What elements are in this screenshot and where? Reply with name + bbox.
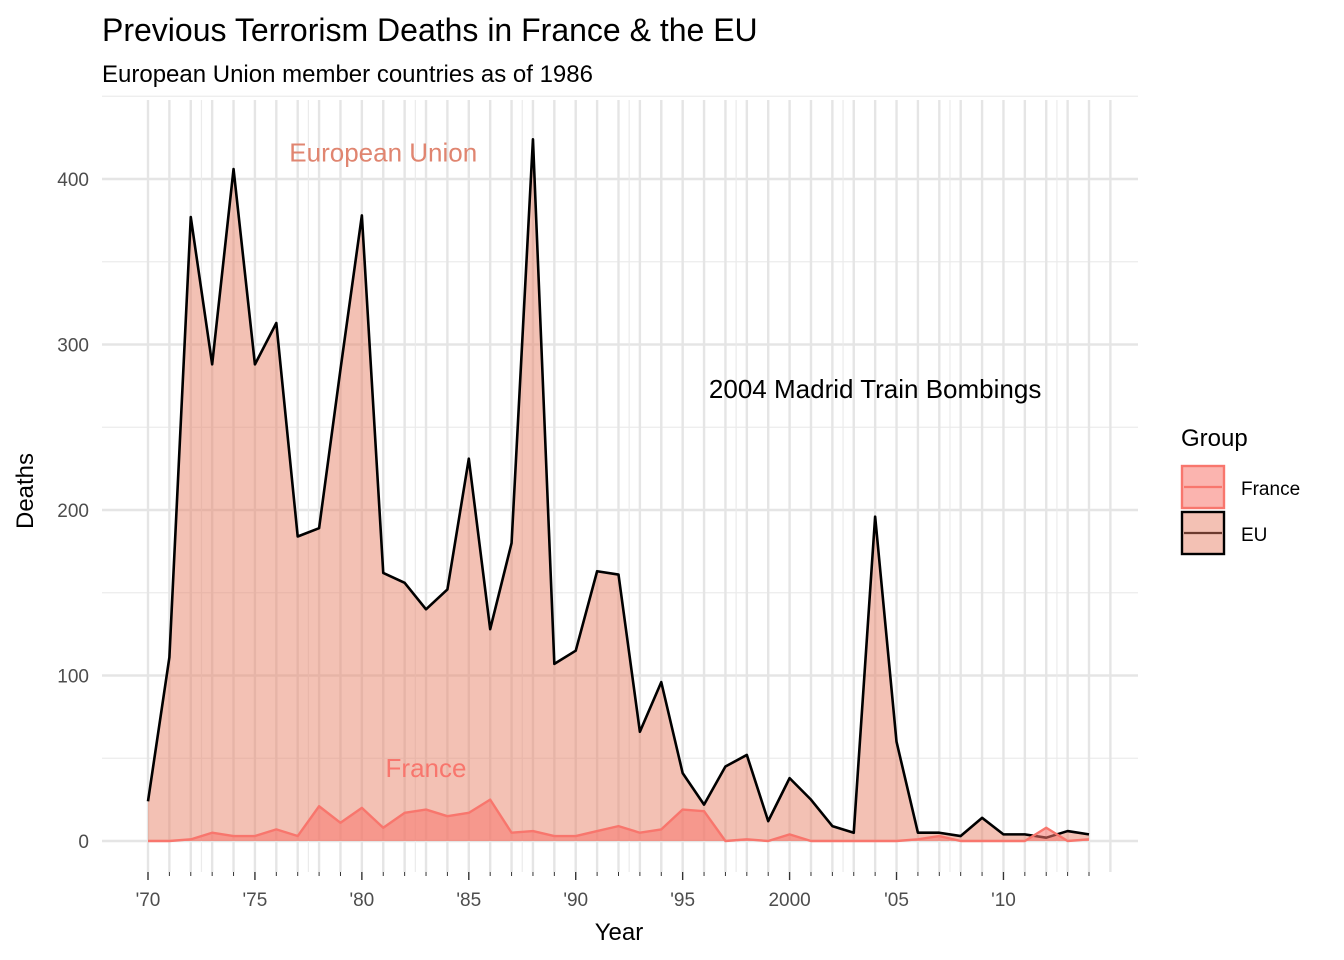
series-areas [146, 137, 1090, 843]
x-tick-label: '80 [349, 890, 374, 911]
y-axis-title: Deaths [12, 453, 39, 529]
x-tick-label: '75 [243, 890, 268, 911]
x-axis-title: Year [595, 919, 644, 946]
legend-title: Group [1181, 425, 1248, 452]
annotation-label: France [386, 753, 467, 783]
area-france [148, 799, 1089, 841]
line-france [148, 798, 1090, 843]
x-axis-ticks: '70 '75 '80 '85 '90 '95 2000 '05 '10 [136, 872, 1090, 911]
annotations: European Union France 2004 Madrid Train Bo… [289, 138, 1041, 784]
chart-title: Previous Terrorism Deaths in France & th… [102, 12, 758, 48]
legend: Group France EU [1180, 425, 1300, 556]
y-tick-label: 100 [57, 667, 89, 688]
line-eu [146, 137, 1090, 839]
x-tick-label: 2000 [768, 890, 810, 911]
area-eu [148, 139, 1089, 841]
x-tick-label: '10 [991, 890, 1016, 911]
chart-subtitle: European Union member countries as of 19… [102, 61, 593, 88]
legend-label-eu: EU [1241, 525, 1267, 546]
legend-item-france: France [1180, 464, 1300, 510]
legend-label-france: France [1241, 479, 1300, 500]
x-tick-label: '05 [884, 890, 909, 911]
y-tick-label: 400 [57, 170, 89, 191]
x-tick-label: '85 [456, 890, 481, 911]
x-tick-label: '95 [670, 890, 695, 911]
legend-item-eu: EU [1180, 510, 1267, 556]
annotation-label: 2004 Madrid Train Bombings [709, 374, 1041, 404]
y-tick-label: 300 [57, 336, 89, 357]
x-tick-label: '70 [136, 890, 161, 911]
y-axis-ticks: 0 100 200 300 400 [57, 170, 89, 853]
x-tick-label: '90 [563, 890, 588, 911]
y-tick-label: 200 [57, 501, 89, 522]
annotation-label: European Union [289, 138, 477, 168]
y-tick-label: 0 [78, 832, 89, 853]
